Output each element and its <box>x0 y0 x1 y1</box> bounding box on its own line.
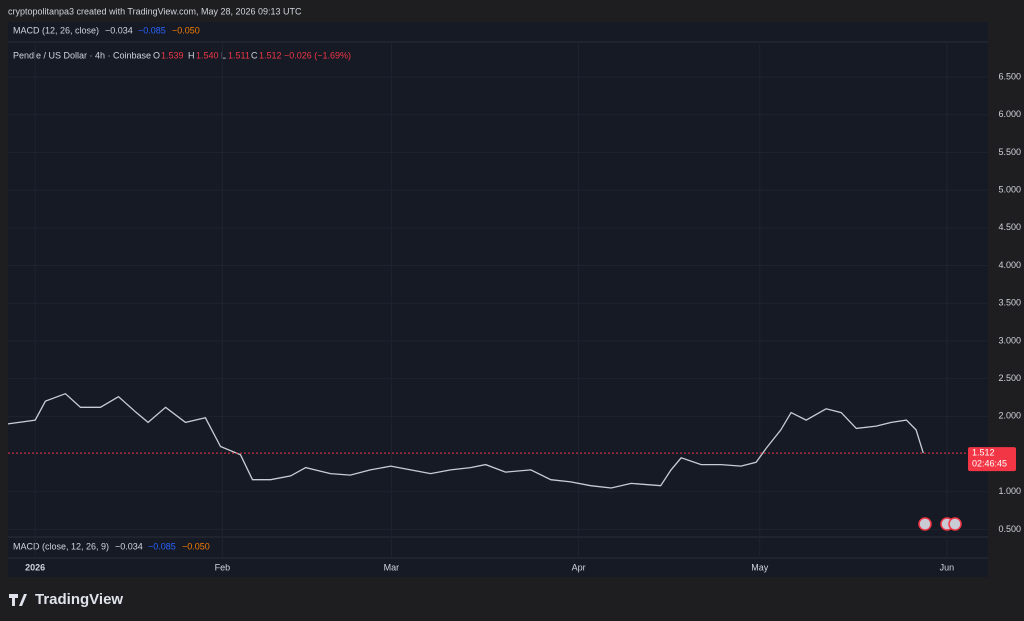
y-tick-label: 3.500 <box>998 298 1021 308</box>
header: cryptopolitanpa3 created with TradingVie… <box>8 6 302 16</box>
x-tick-label: Mar <box>384 562 400 572</box>
y-tick-label: 6.000 <box>998 109 1021 119</box>
y-tick-label: 5.000 <box>998 184 1021 194</box>
x-tick-label: 2026 <box>25 562 45 572</box>
h-value: 1.540 <box>196 50 219 60</box>
macd-signal: −0.085 <box>148 541 176 551</box>
l-label: L <box>221 50 226 60</box>
x-tick-label: Apr <box>572 562 586 572</box>
macd-value: −0.034 <box>115 541 143 551</box>
y-tick-label: 2.500 <box>998 373 1021 383</box>
o-label: O <box>153 50 160 60</box>
x-tick-label: Jun <box>940 562 955 572</box>
l-value: 1.511 <box>228 50 250 60</box>
c-label: C <box>251 50 258 60</box>
macd-signal: −0.085 <box>138 25 166 35</box>
macd-bottom-name: MACD (close, 12, 26, 9) <box>13 541 109 551</box>
logo <box>9 594 27 606</box>
y-tick-label: 0.500 <box>998 524 1021 534</box>
event-icons <box>918 517 962 531</box>
chart-area <box>8 22 988 577</box>
c-value: 1.512 <box>259 50 282 60</box>
y-tick-label: 1.000 <box>998 486 1021 496</box>
countdown: 02:46:45 <box>972 458 1007 468</box>
y-tick-label: 2.000 <box>998 411 1021 421</box>
macd-value: −0.034 <box>105 25 133 35</box>
y-tick-label: 6.500 <box>998 71 1021 81</box>
macd-hist: −0.050 <box>182 541 210 551</box>
h-label: H <box>188 50 195 60</box>
footer-brand: TradingView <box>35 591 123 608</box>
y-tick-label: 3.000 <box>998 335 1021 345</box>
last-price-label: 1.512 <box>972 447 995 457</box>
y-tick-label: 4.000 <box>998 260 1021 270</box>
x-tick-label: Feb <box>215 562 231 572</box>
change: −0.026 (−1.69%) <box>284 50 351 60</box>
symbol: Pendle / US Dollar · 4h · Coinbase <box>13 50 151 60</box>
macd-hist: −0.050 <box>172 25 200 35</box>
x-tick-label: May <box>751 562 769 572</box>
price-line <box>7 392 924 489</box>
macd-top-name: MACD (12, 26, close) <box>13 25 99 35</box>
last-price-box <box>968 447 1016 472</box>
y-tick-label: 4.500 <box>998 222 1021 232</box>
y-tick-label: 5.500 <box>998 147 1021 157</box>
o-value: 1.539 <box>161 50 184 60</box>
